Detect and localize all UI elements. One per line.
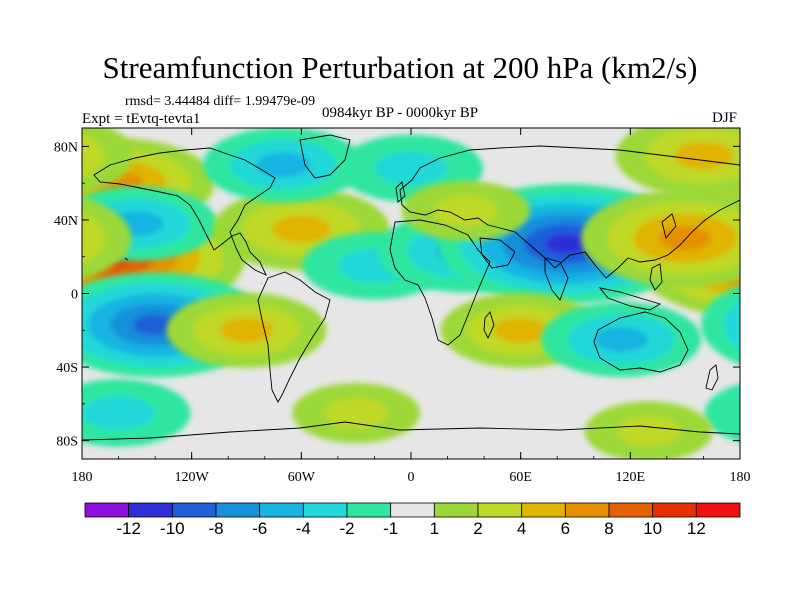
y-tick-label: 40S — [56, 361, 78, 376]
field-anomaly-17 — [82, 379, 740, 447]
field-anomaly-10 — [401, 180, 530, 241]
x-tick-label: 120W — [175, 470, 210, 485]
colorbar-swatch — [128, 502, 173, 518]
field-anomaly-18 — [584, 401, 713, 459]
y-tick-label: 80S — [56, 435, 78, 450]
colorbar-swatch — [564, 502, 610, 518]
colorbar-label: 4 — [517, 519, 526, 538]
y-tick-label: 0 — [71, 288, 78, 303]
colorbar-swatch — [652, 502, 697, 518]
field-anomaly-5 — [203, 128, 364, 203]
season-label: DJF — [712, 110, 738, 126]
colorbar-label: 10 — [643, 519, 662, 538]
field-anomaly-12 — [82, 128, 740, 197]
colorbar-label: 6 — [561, 519, 570, 538]
colorbar-swatch — [171, 502, 217, 518]
colorbar-swatch — [259, 502, 304, 518]
streamfunction-field — [82, 128, 740, 459]
colorbar-label: 8 — [604, 519, 613, 538]
colorbar-swatch — [390, 502, 435, 518]
colorbar-swatch — [302, 502, 348, 518]
x-tick-label: 180 — [72, 470, 93, 485]
page-title: Streamfunction Perturbation at 200 hPa (… — [102, 50, 698, 85]
colorbar-swatch — [521, 502, 566, 518]
colorbar-swatch — [433, 502, 479, 518]
period-label: 0984kyr BP - 0000kyr BP — [322, 105, 479, 121]
x-tick-label: 180 — [730, 470, 751, 485]
colorbar-swatch — [477, 502, 523, 518]
colorbar-label: -10 — [160, 519, 185, 538]
colorbar-label: -2 — [339, 519, 354, 538]
colorbar-label: -8 — [208, 519, 223, 538]
colorbar-swatch — [695, 502, 741, 518]
colorbar-label: -12 — [116, 519, 141, 538]
field-anomaly-16 — [292, 383, 421, 444]
stats-line: rmsd= 3.44484 diff= 1.99479e-09 — [125, 94, 316, 109]
colorbar-label: 1 — [430, 519, 439, 538]
y-tick-label: 40N — [54, 214, 78, 229]
coastlines — [82, 134, 740, 441]
colorbar-swatch — [608, 502, 654, 518]
field-anomaly-13 — [166, 292, 327, 368]
field-anomaly-15 — [541, 301, 702, 377]
colorbar-label: -4 — [296, 519, 311, 538]
field-anomaly-11 — [82, 189, 740, 288]
colorbar: -12 -10 -8 -6 -4 -2 -1 1 2 4 6 8 10 12 — [84, 502, 741, 538]
colorbar-label: 2 — [473, 519, 482, 538]
x-tick-label: 120E — [616, 470, 646, 485]
colorbar-label: -1 — [383, 519, 398, 538]
colorbar-label: 12 — [687, 519, 706, 538]
colorbar-label: -6 — [252, 519, 267, 538]
x-tick-label: 60E — [509, 470, 532, 485]
x-tick-label: 0 — [408, 470, 415, 485]
colorbar-swatch — [215, 502, 261, 518]
colorbar-swatch — [346, 502, 392, 518]
experiment-label: Expt = tEvtq-tevta1 — [82, 111, 201, 127]
colorbar-swatch — [84, 502, 130, 518]
y-tick-label: 80N — [54, 140, 78, 155]
map-axes: 180 120W 60W 0 60E 120E 180 80N 40N 0 40S 80S — [54, 128, 751, 485]
x-tick-label: 60W — [288, 470, 316, 485]
